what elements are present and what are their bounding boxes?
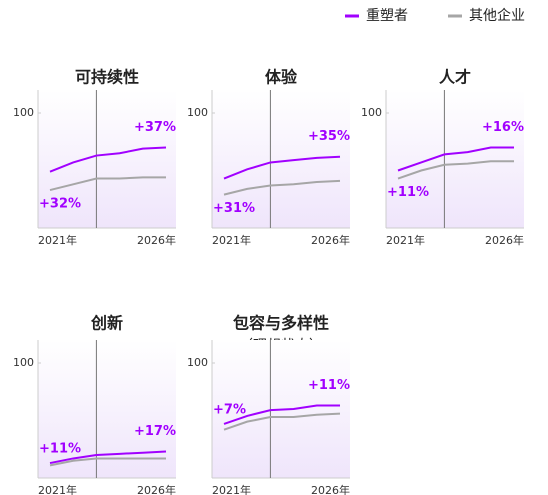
x-tick-label: 2026年	[485, 233, 524, 247]
plot-area	[212, 90, 350, 228]
start-label: +32%	[39, 197, 81, 212]
series-line	[223, 412, 341, 431]
series-line	[397, 146, 514, 172]
start-label: +7%	[213, 402, 246, 417]
start-label: +31%	[213, 201, 255, 216]
series-line	[49, 450, 167, 465]
series-line	[223, 179, 341, 196]
y-tick-label: 100	[187, 106, 208, 119]
end-label: +37%	[134, 120, 176, 135]
x-tick-label: 2021年	[38, 233, 77, 247]
series-line	[397, 160, 514, 180]
x-tick-label: 2021年	[212, 233, 251, 247]
start-label: +11%	[387, 185, 429, 200]
x-tick-label: 2021年	[386, 233, 425, 247]
x-tick-label: 2026年	[311, 483, 350, 495]
x-tick-label: 2021年	[38, 483, 77, 495]
start-label: +11%	[39, 442, 81, 457]
series-line	[49, 146, 167, 173]
end-label: +35%	[308, 129, 350, 144]
plot-area	[38, 90, 176, 228]
panel-title: 体验	[265, 68, 298, 87]
end-label: +11%	[308, 378, 350, 393]
series-line	[223, 155, 341, 180]
series-line	[49, 457, 166, 467]
plot-area	[38, 340, 176, 478]
y-tick-label: 100	[361, 106, 382, 119]
plot-area	[386, 90, 524, 228]
y-tick-label: 100	[13, 106, 34, 119]
series-line	[49, 176, 166, 192]
y-tick-label: 100	[13, 356, 34, 369]
panel-title: 包容与多样性	[233, 314, 329, 333]
x-tick-label: 2021年	[212, 483, 251, 495]
end-label: +16%	[482, 120, 524, 135]
x-tick-label: 2026年	[137, 483, 176, 495]
x-tick-label: 2026年	[311, 233, 350, 247]
panel-title: 人才	[439, 68, 471, 87]
panel-title: 可持续性	[75, 68, 139, 87]
series-line	[223, 404, 340, 425]
panel-title: 创新	[90, 314, 123, 333]
y-tick-label: 100	[187, 356, 208, 369]
x-tick-label: 2026年	[137, 233, 176, 247]
legend-label: 其他企业	[469, 7, 525, 24]
end-label: +17%	[134, 424, 176, 439]
legend-label: 重塑者	[366, 8, 408, 24]
